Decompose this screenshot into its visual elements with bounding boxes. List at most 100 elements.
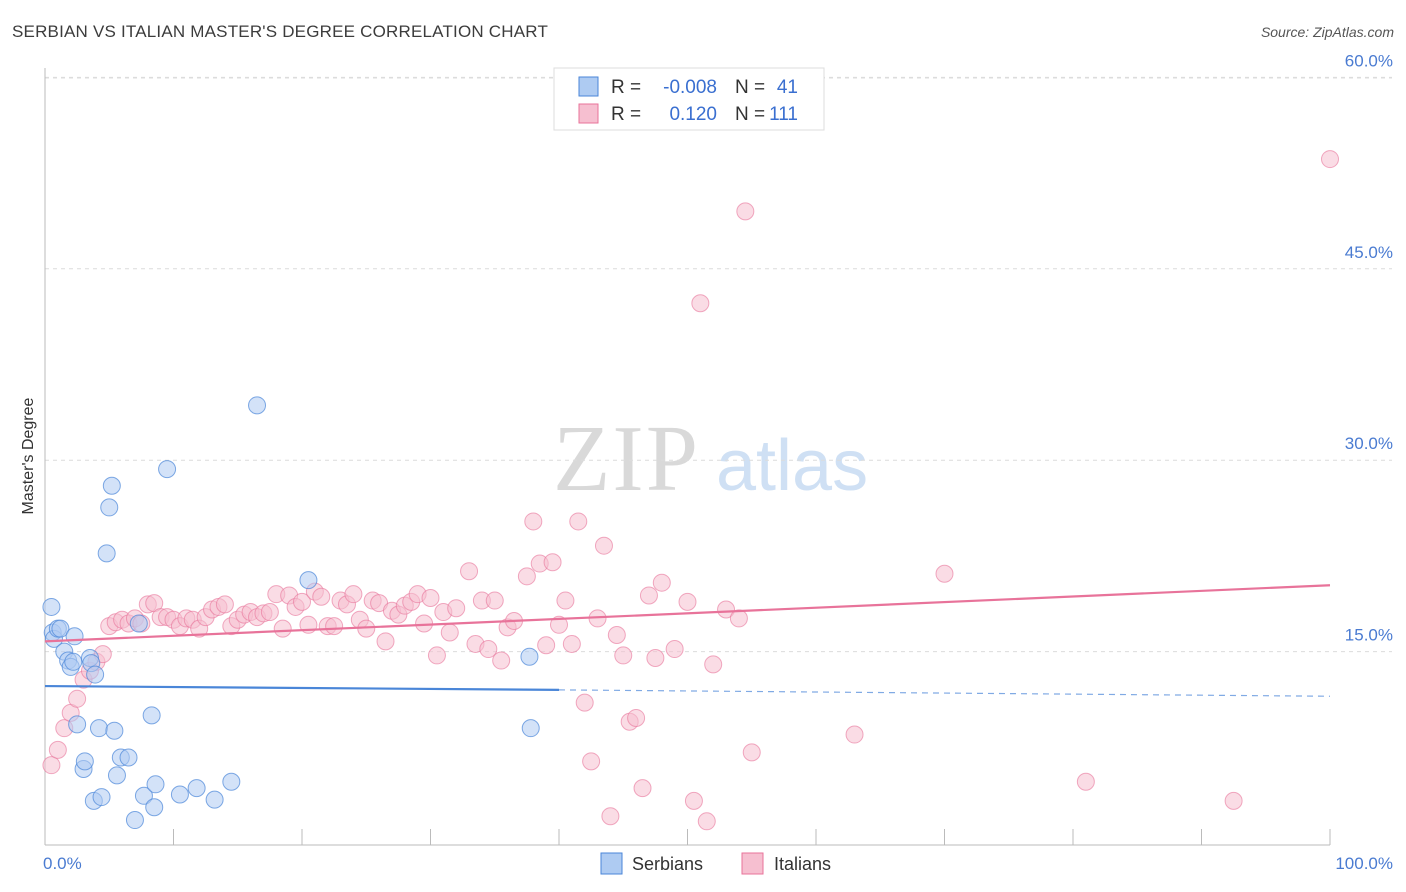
italian-point: [293, 592, 311, 611]
serbian-point: [86, 665, 105, 684]
italian-point: [729, 609, 748, 628]
italian-point: [42, 756, 61, 775]
serbian-point: [100, 498, 119, 517]
serbian-point: [158, 460, 177, 479]
italian-point: [1224, 791, 1243, 810]
serbian-point: [222, 772, 241, 791]
serbian-point: [134, 786, 153, 805]
italian-point: [704, 655, 723, 674]
serbian-point: [248, 396, 267, 415]
italians-legend-swatch: [741, 852, 764, 875]
serbian-point: [125, 811, 144, 830]
serbian-trend-extension: [558, 689, 1331, 697]
italian-point: [607, 626, 626, 645]
x-tick-labels: 0.0% 100.0%: [43, 854, 1393, 873]
italian-point: [633, 779, 652, 798]
serbian-point: [187, 779, 206, 798]
italian-point: [639, 586, 658, 605]
serbian-point: [107, 766, 126, 785]
italian-point: [376, 632, 395, 651]
watermark-zip: ZIP: [553, 407, 700, 511]
italian-point: [569, 512, 588, 531]
watermark-atlas: atlas: [716, 426, 868, 506]
italian-point: [935, 564, 954, 583]
italian-point: [260, 603, 279, 622]
italian-point: [492, 651, 511, 670]
stats-legend: R = -0.008 N = 41 R = 0.120 N = 111: [553, 67, 825, 131]
italian-point: [440, 623, 459, 642]
serbian-point: [129, 614, 148, 633]
italian-point: [646, 648, 665, 667]
serbian-trend-line: [44, 684, 560, 691]
italian-point: [614, 646, 633, 665]
italian-point: [447, 599, 466, 618]
italian-point: [427, 646, 446, 665]
serbian-point: [521, 719, 540, 738]
italian-points: [42, 150, 1339, 831]
serbians-legend-swatch: [600, 852, 623, 875]
italian-point: [736, 202, 755, 221]
serbian-point: [97, 544, 116, 563]
serbian-point: [170, 785, 189, 804]
italian-r-label: R =: [611, 104, 641, 125]
serbian-point: [51, 619, 70, 638]
italian-point: [215, 595, 234, 614]
italian-point: [485, 591, 504, 610]
italian-point: [524, 512, 543, 531]
gridlines: [45, 76, 1392, 653]
y-tick-label: 15.0%: [1345, 626, 1393, 645]
italian-point: [1321, 150, 1339, 169]
serbian-point: [119, 748, 138, 767]
italian-legend-swatch: [578, 103, 599, 124]
italian-point: [1076, 772, 1095, 791]
serbian-n-label: N =: [735, 77, 765, 98]
serbian-r-value: -0.008: [663, 77, 717, 98]
serbian-legend-swatch: [578, 76, 599, 97]
italians-legend-label: Italians: [774, 854, 831, 874]
italian-point: [537, 636, 556, 655]
y-tick-label: 45.0%: [1345, 243, 1393, 262]
italian-point: [697, 812, 716, 831]
y-tick-label: 60.0%: [1345, 51, 1393, 70]
italian-point: [460, 562, 479, 581]
y-tick-label: 30.0%: [1345, 434, 1393, 453]
serbian-n-value: 41: [777, 77, 798, 98]
italian-point: [601, 807, 620, 826]
italian-point: [68, 689, 87, 708]
y-tick-labels: 15.0% 30.0% 45.0% 60.0%: [1345, 51, 1393, 644]
y-axis-label: Master's Degree: [20, 397, 37, 514]
axes: [44, 68, 1331, 846]
source-credit: Source: ZipAtlas.com: [1260, 24, 1394, 40]
trend-lines: [44, 584, 1331, 697]
italian-point: [325, 617, 344, 636]
italian-point: [562, 634, 581, 653]
italian-point: [582, 752, 601, 771]
italian-n-label: N =: [735, 104, 765, 125]
italian-point: [665, 640, 684, 659]
stats-legend-box: [553, 67, 825, 131]
serbian-points: [42, 396, 540, 830]
italian-point: [742, 743, 761, 762]
chart-title: SERBIAN VS ITALIAN MASTER'S DEGREE CORRE…: [12, 22, 549, 41]
italian-point: [479, 640, 498, 659]
serbian-point: [299, 571, 318, 590]
italian-point: [684, 791, 703, 810]
italian-point: [594, 536, 613, 555]
italian-point: [421, 589, 440, 608]
italian-point: [575, 693, 594, 712]
serbian-point: [89, 719, 108, 738]
serbian-point: [145, 798, 164, 817]
serbian-point: [42, 597, 61, 616]
italian-point: [627, 708, 646, 727]
italian-point: [678, 592, 697, 611]
italian-point: [717, 600, 736, 619]
italian-point: [344, 585, 363, 604]
italian-point: [543, 553, 562, 572]
x-tick-label-min: 0.0%: [43, 854, 82, 873]
x-tick-label-max: 100.0%: [1335, 854, 1393, 873]
serbian-point: [75, 752, 94, 771]
italian-trend-line: [44, 584, 1331, 643]
italian-r-value: 0.120: [669, 104, 717, 125]
serbian-point: [146, 775, 165, 794]
